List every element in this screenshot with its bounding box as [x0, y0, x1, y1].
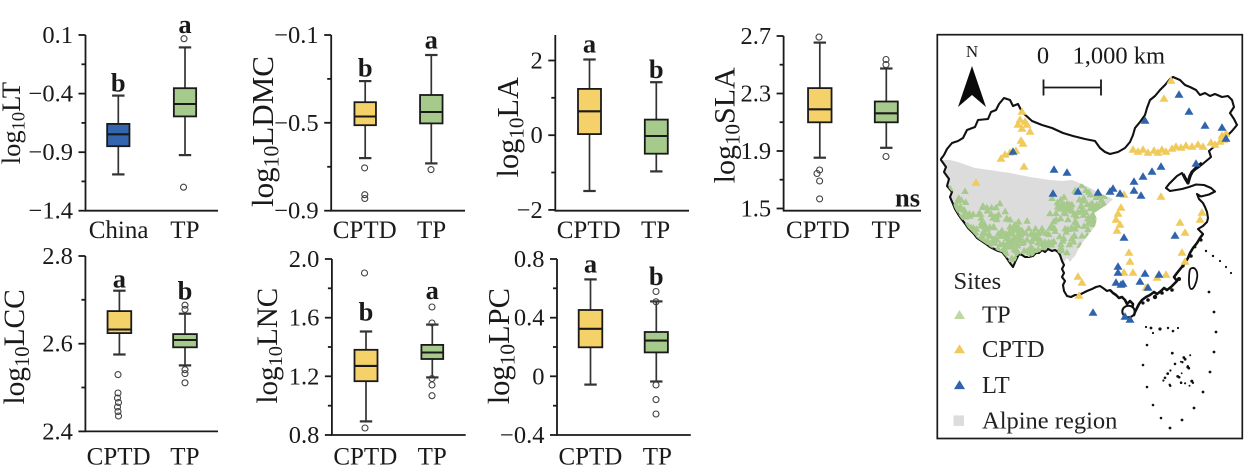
svg-text:b: b [359, 297, 374, 327]
svg-text:0.4: 0.4 [514, 305, 545, 332]
svg-text:log10LT: log10LT [0, 82, 30, 164]
svg-text:China: China [89, 217, 149, 244]
svg-text:2: 2 [531, 48, 543, 75]
svg-text:1.9: 1.9 [740, 138, 771, 165]
svg-text:−0.4: −0.4 [29, 81, 73, 108]
svg-text:−0.4: −0.4 [500, 422, 544, 449]
svg-text:−1.4: −1.4 [29, 198, 73, 225]
svg-text:2.4: 2.4 [42, 418, 73, 445]
svg-text:b: b [358, 53, 373, 83]
svg-text:1.5: 1.5 [740, 196, 771, 223]
svg-text:TP: TP [643, 443, 672, 470]
svg-text:log10LDMC: log10LDMC [245, 56, 283, 207]
svg-text:a: a [113, 264, 126, 294]
svg-text:−0.9: −0.9 [274, 198, 318, 225]
svg-text:2.6: 2.6 [42, 331, 73, 358]
svg-text:b: b [649, 54, 664, 84]
svg-text:ns: ns [895, 183, 920, 213]
svg-text:b: b [178, 276, 193, 306]
svg-text:0: 0 [1037, 43, 1049, 70]
svg-text:CPTD: CPTD [87, 443, 151, 470]
svg-text:0: 0 [532, 363, 544, 390]
svg-text:0.8: 0.8 [289, 422, 320, 449]
svg-text:TP: TP [872, 217, 901, 244]
svg-text:1,000 km: 1,000 km [1073, 43, 1166, 70]
svg-text:0: 0 [531, 122, 543, 149]
svg-text:2.0: 2.0 [289, 246, 320, 273]
svg-text:CPTD: CPTD [333, 443, 397, 470]
svg-text:−0.9: −0.9 [29, 139, 73, 166]
svg-text:Alpine region: Alpine region [982, 408, 1117, 435]
svg-text:1.2: 1.2 [289, 363, 320, 390]
svg-text:CPTD: CPTD [557, 217, 621, 244]
svg-text:2.3: 2.3 [740, 81, 771, 108]
svg-text:a: a [426, 275, 439, 305]
svg-text:0.1: 0.1 [42, 22, 73, 49]
svg-text:−2: −2 [517, 197, 543, 224]
svg-text:−0.1: −0.1 [274, 22, 318, 49]
svg-text:LT: LT [982, 372, 1010, 399]
svg-text:0.8: 0.8 [514, 246, 545, 273]
svg-text:2.8: 2.8 [42, 243, 73, 270]
svg-text:a: a [425, 25, 438, 55]
svg-text:CPTD: CPTD [786, 217, 850, 244]
svg-text:TP: TP [170, 443, 199, 470]
svg-text:−0.5: −0.5 [274, 110, 318, 137]
svg-text:a: a [583, 29, 596, 59]
svg-text:a: a [584, 249, 597, 279]
svg-text:log10LNC: log10LNC [252, 288, 287, 404]
svg-text:CPTD: CPTD [982, 336, 1045, 363]
svg-text:TP: TP [641, 217, 670, 244]
svg-text:TP: TP [982, 302, 1011, 329]
svg-text:1.6: 1.6 [289, 305, 320, 332]
svg-text:CPTD: CPTD [558, 443, 622, 470]
svg-text:TP: TP [418, 443, 447, 470]
svg-text:b: b [649, 261, 664, 291]
svg-text:TP: TP [170, 217, 199, 244]
svg-text:Sites: Sites [954, 268, 1002, 295]
svg-text:2.7: 2.7 [740, 23, 771, 50]
svg-text:log10LCC: log10LCC [0, 289, 34, 404]
svg-text:N: N [966, 42, 978, 61]
svg-text:TP: TP [417, 217, 446, 244]
svg-text:log10LPC: log10LPC [482, 288, 519, 404]
svg-text:b: b [111, 68, 126, 98]
svg-text:CPTD: CPTD [333, 217, 397, 244]
svg-text:a: a [178, 9, 191, 39]
